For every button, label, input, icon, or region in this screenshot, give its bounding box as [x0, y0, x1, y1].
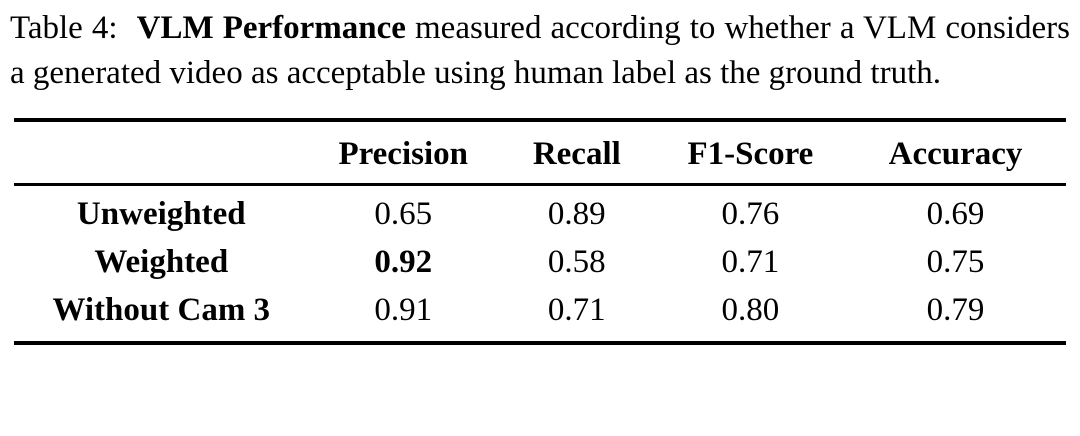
table-caption: Table 4: VLM Performance measured accord… — [0, 4, 1080, 96]
cell-unweighted-recall: 0.89 — [547, 196, 606, 232]
header-row: Precision Recall F1-Score Accuracy — [14, 122, 1066, 186]
column-header-accuracy: Accuracy — [845, 122, 1066, 186]
table-row-without-cam-3: Without Cam 3 0.91 0.71 0.80 0.79 — [14, 287, 1066, 341]
cell-withoutcam3-f1: 0.80 — [721, 292, 780, 328]
cell-weighted-f1: 0.71 — [721, 244, 780, 280]
cell-withoutcam3-recall: 0.71 — [547, 292, 606, 328]
table-container: Precision Recall F1-Score Accuracy Unwei… — [14, 118, 1066, 345]
row-label-without-cam-3: Without Cam 3 — [52, 292, 271, 328]
header-empty-cell — [14, 122, 309, 186]
column-header-f1-score: F1-Score — [655, 122, 846, 186]
cell-weighted-accuracy: 0.75 — [926, 244, 985, 280]
table-row-weighted: Weighted 0.92 0.58 0.71 0.75 — [14, 239, 1066, 287]
cell-unweighted-f1: 0.76 — [721, 196, 780, 232]
caption-table-number: Table 4: — [10, 10, 118, 46]
cell-unweighted-accuracy: 0.69 — [926, 196, 985, 232]
caption-title: VLM Performance — [136, 10, 406, 46]
row-label-unweighted: Unweighted — [76, 196, 246, 232]
column-header-precision: Precision — [308, 122, 498, 186]
cell-weighted-precision: 0.92 — [374, 244, 433, 280]
cell-unweighted-precision: 0.65 — [374, 196, 433, 232]
cell-weighted-recall: 0.58 — [547, 244, 606, 280]
table-row-unweighted: Unweighted 0.65 0.89 0.76 0.69 — [14, 185, 1066, 240]
cell-withoutcam3-precision: 0.91 — [374, 292, 433, 328]
column-header-recall: Recall — [497, 122, 656, 186]
caption-text: measured according to whether a VLM cons… — [10, 10, 1070, 91]
cell-withoutcam3-accuracy: 0.79 — [926, 292, 985, 328]
row-label-weighted: Weighted — [94, 244, 229, 280]
results-table: Precision Recall F1-Score Accuracy Unwei… — [14, 122, 1066, 341]
